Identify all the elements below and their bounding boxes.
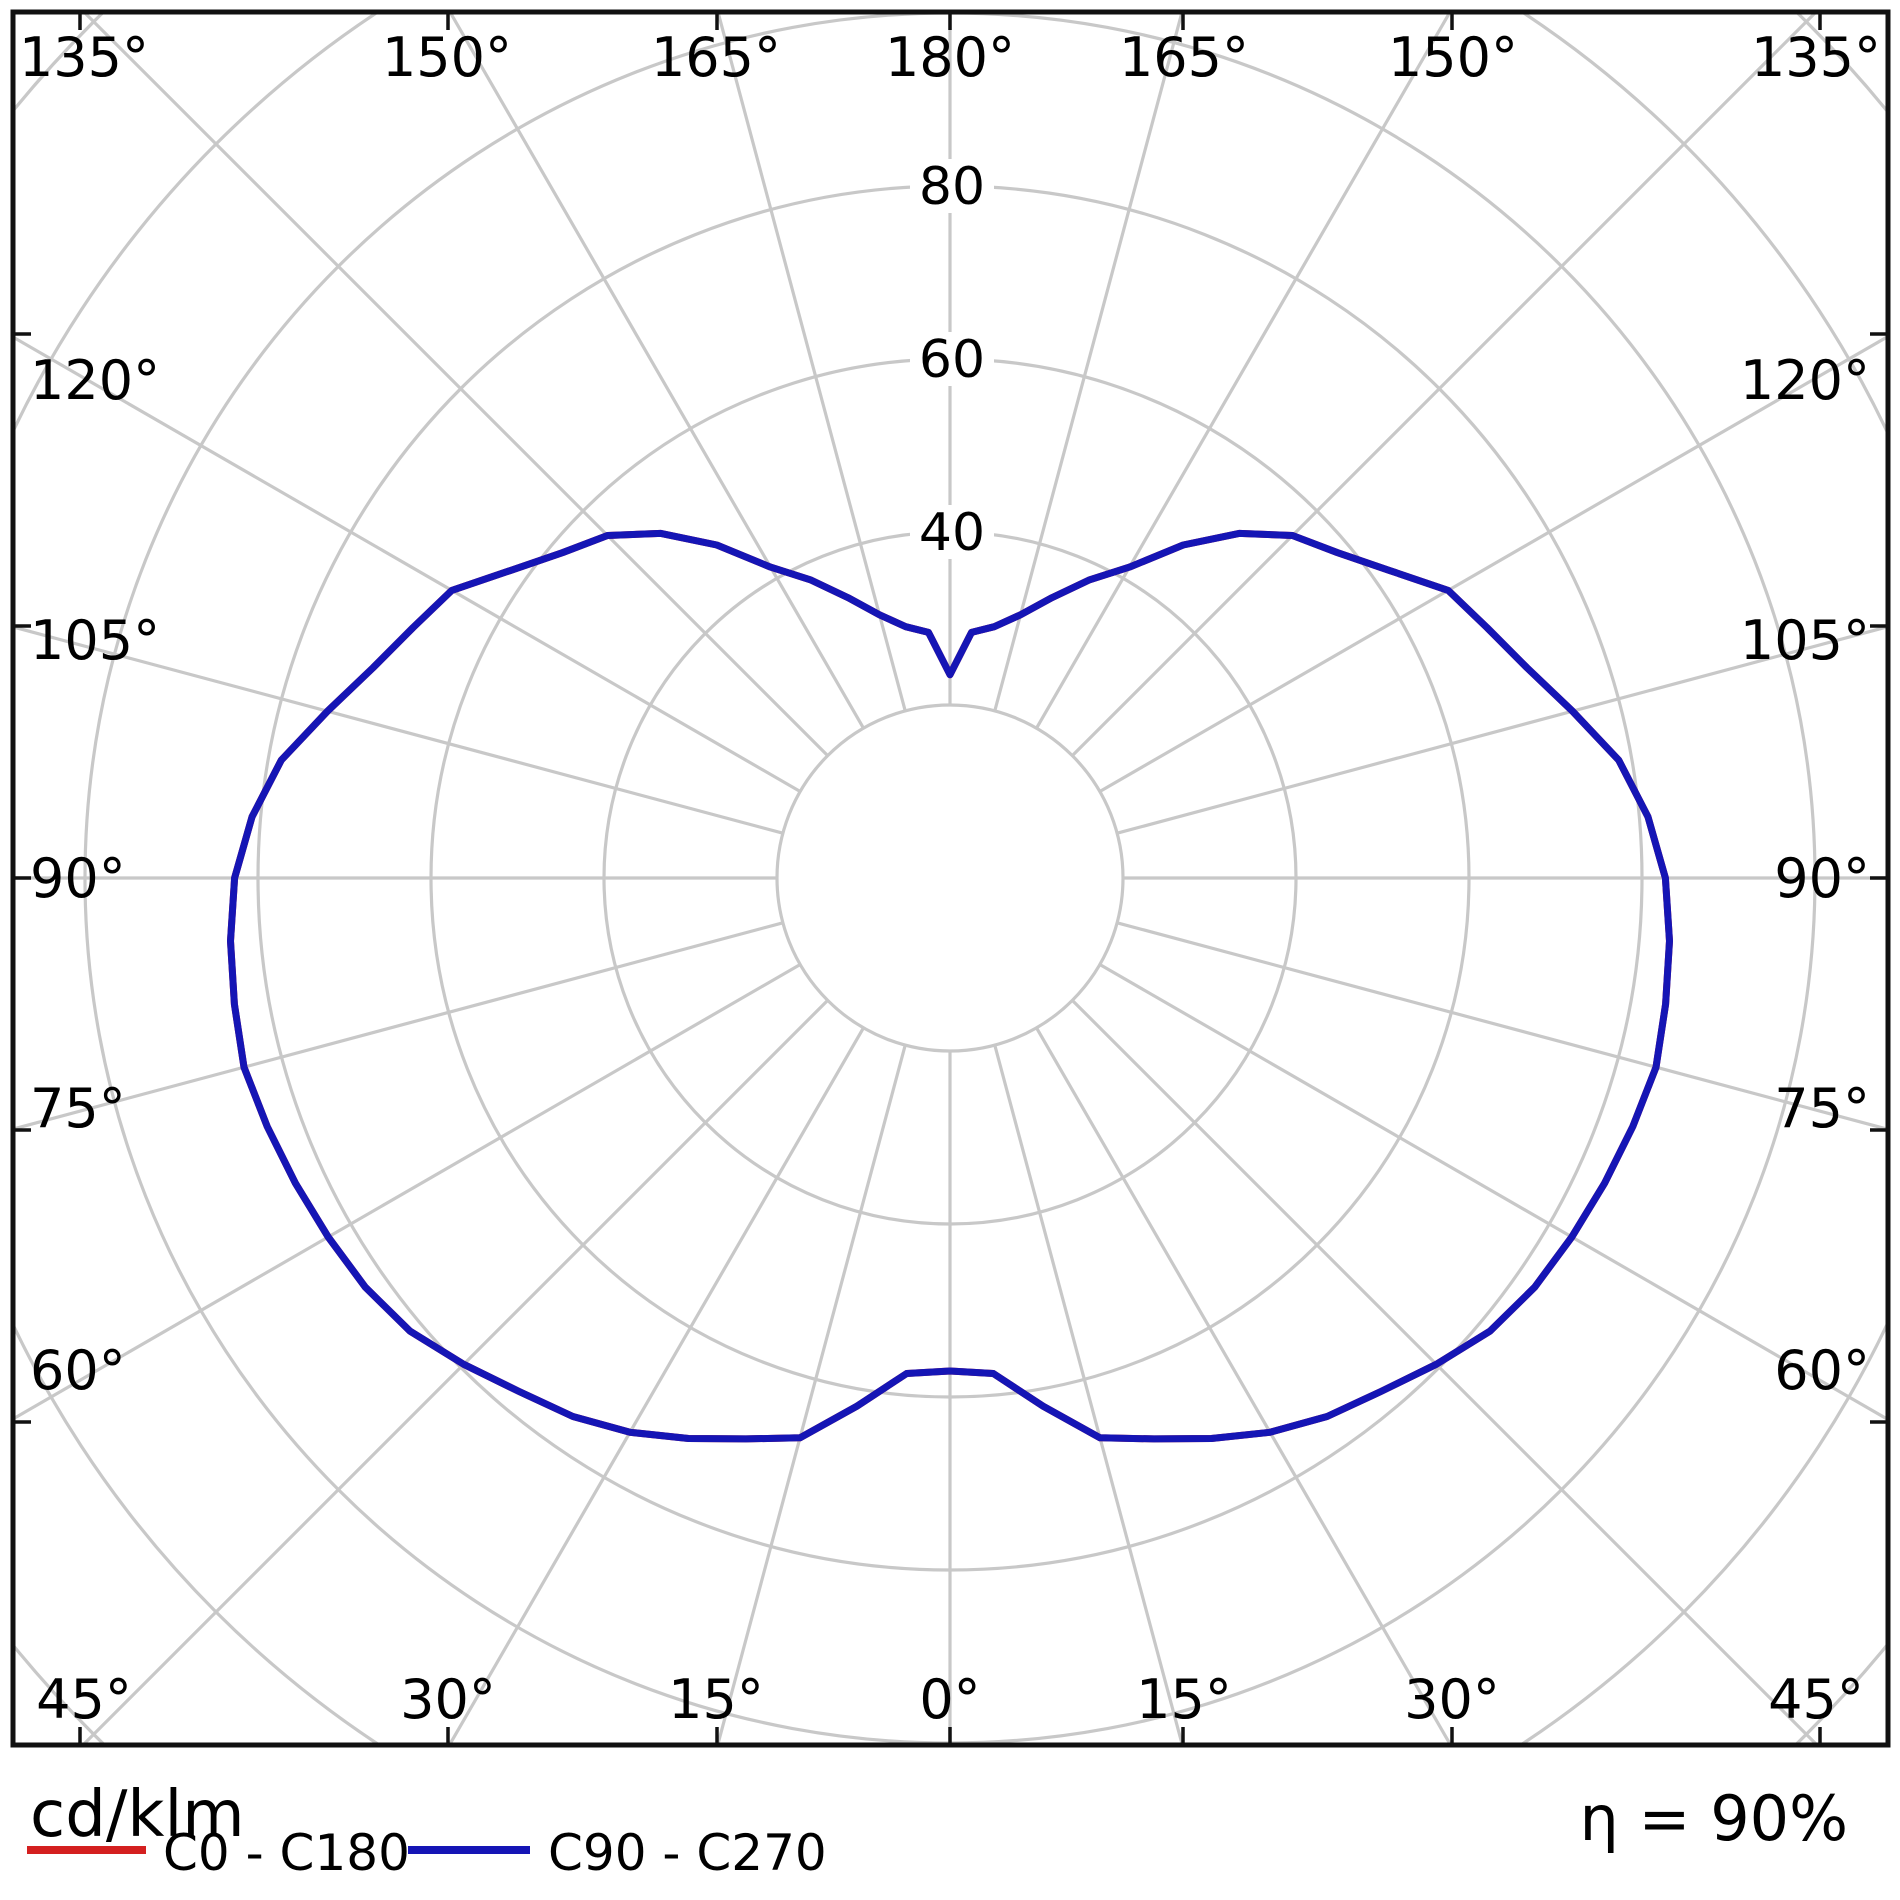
angle-label-right: 90° [1774,847,1870,910]
angle-label-left: 120° [30,349,160,412]
grid-ray [716,14,907,712]
grid-ray [993,1044,1184,1743]
angle-label-bottom: 45° [1768,1668,1864,1731]
grid-ray [1099,963,1886,1421]
angle-label-right: 105° [1740,609,1870,672]
grid-ray [716,1044,907,1743]
angle-label-right: 60° [1774,1339,1870,1402]
angle-label-top: 150° [1388,26,1518,89]
grid-ray [15,963,801,1420]
angle-label-right: 120° [1740,349,1870,412]
grid-ray [1116,921,1886,1131]
curve-c90-c270 [227,529,1673,1443]
legend-label-c90-c270: C90 - C270 [548,1824,827,1882]
legend-label-c0-c180: C0 - C180 [163,1824,410,1882]
ring-label-40: 40 [919,503,985,563]
ring-label-mask [910,505,994,559]
angle-label-top: 180° [885,26,1015,89]
grid-ray [1116,625,1886,835]
angle-label-bottom: 15° [668,1668,764,1731]
grid-ray [449,14,865,729]
grid-ray [448,1027,865,1743]
angle-label-bottom: 30° [400,1668,496,1731]
angle-label-left: 90° [30,847,126,910]
angle-label-top: 150° [382,26,512,89]
unit-label: cd/klm [30,1778,245,1852]
angle-label-top: 165° [1119,26,1249,89]
angle-label-bottom: 45° [36,1668,132,1731]
ring-label-80: 80 [919,157,985,217]
legend-swatch-c90-c270 [408,1846,530,1854]
grid-ray [1099,335,1886,793]
grid-ray [1071,999,1818,1743]
angle-label-top: 165° [651,26,781,89]
legend-swatch-c0-c180 [27,1846,146,1854]
grid-ray [83,14,829,757]
angle-label-left: 105° [30,609,160,672]
angle-label-top: 135° [19,26,149,89]
grid-ray [1035,1027,1452,1743]
angle-label-bottom: 30° [1404,1668,1500,1731]
angle-label-top: 135° [1751,26,1881,89]
grid-ray [15,336,801,793]
grid-ring-20 [775,703,1125,1053]
grid-ray [1071,14,1817,757]
grid-ray [1035,14,1451,729]
border-ticks [13,12,1888,1745]
angle-label-bottom: 15° [1136,1668,1232,1731]
angle-label-bottom: 0° [919,1668,980,1731]
ring-label-mask [910,159,994,213]
angle-label-left: 60° [30,1339,126,1402]
efficiency-label: η = 90% [1579,1782,1848,1855]
ring-label-60: 60 [919,330,985,390]
grid-ray [82,999,829,1743]
grid-ray [15,625,784,835]
angle-label-right: 75° [1774,1077,1870,1140]
grid-ray [15,921,784,1131]
grid-ray [993,14,1184,712]
angle-label-left: 75° [30,1077,126,1140]
ring-label-mask [910,332,994,386]
